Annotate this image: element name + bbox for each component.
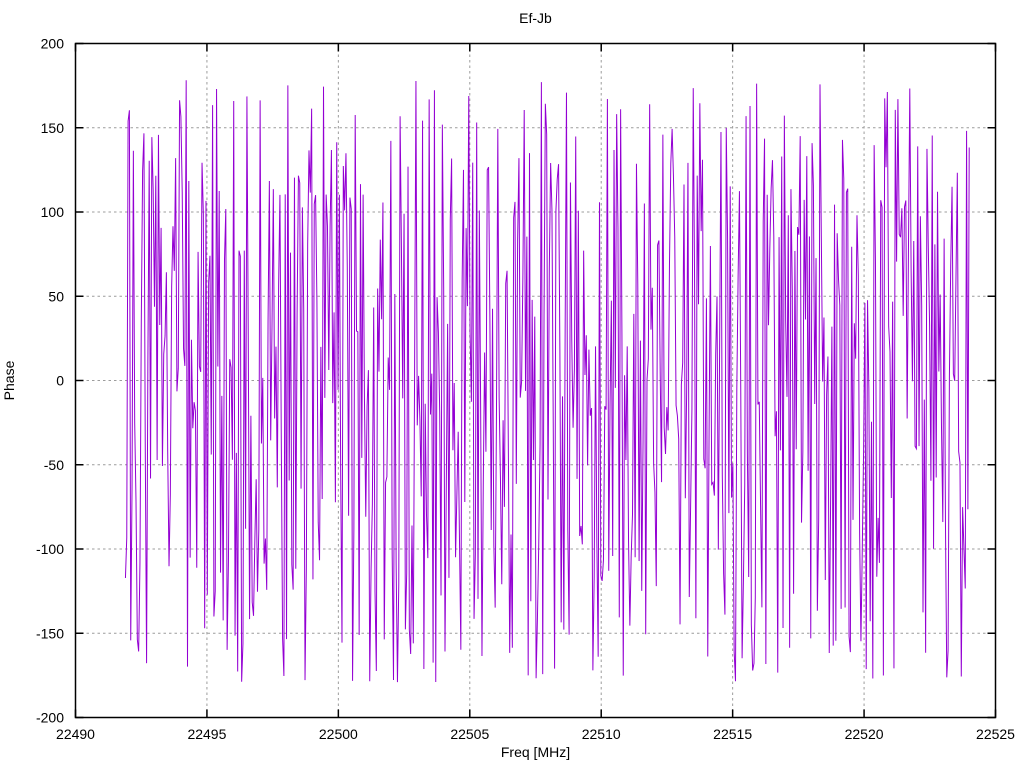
y-tick-label: -100	[36, 541, 64, 557]
x-tick-label: 22525	[976, 726, 1015, 742]
y-tick-label: -50	[44, 457, 64, 473]
y-tick-label: 50	[48, 288, 64, 304]
plot-title: Ef-Jb	[519, 10, 552, 26]
phase-series-line	[124, 80, 970, 683]
y-tick-label: -200	[36, 710, 64, 726]
x-tick-label: 22490	[56, 726, 95, 742]
y-tick-label: 100	[41, 204, 65, 220]
x-tick-label: 22510	[582, 726, 621, 742]
x-axis-label: Freq [MHz]	[501, 744, 570, 760]
x-tick-label: 22505	[450, 726, 489, 742]
y-tick-label: 200	[41, 36, 65, 52]
y-tick-label: 150	[41, 120, 65, 136]
y-tick-label: -150	[36, 625, 64, 641]
axes	[74, 42, 997, 719]
x-tick-label: 22500	[319, 726, 358, 742]
y-tick-label: 0	[56, 373, 64, 389]
x-tick-label: 22515	[713, 726, 752, 742]
x-tick-label: 22495	[187, 726, 226, 742]
phase-series	[124, 80, 970, 683]
x-tick-label: 22520	[845, 726, 884, 742]
tick-labels: 22490 22495 22500 22505 22510 22515 22520 22525…	[36, 36, 1015, 743]
y-axis-label: Phase	[1, 360, 17, 400]
